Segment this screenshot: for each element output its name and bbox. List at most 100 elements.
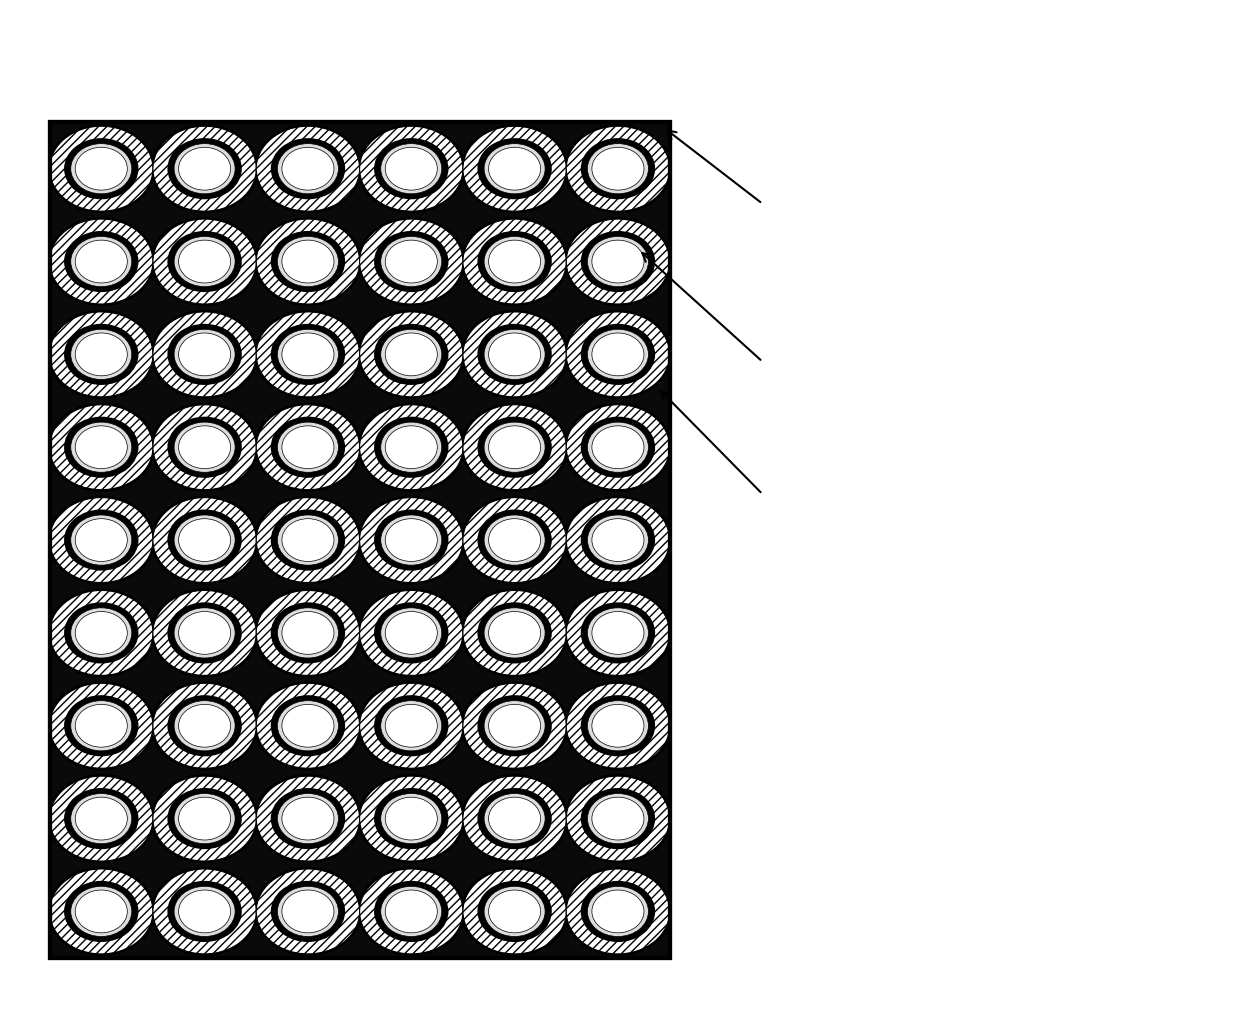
Circle shape xyxy=(76,426,128,469)
Circle shape xyxy=(254,310,362,398)
Circle shape xyxy=(357,588,465,678)
Circle shape xyxy=(76,797,128,840)
Circle shape xyxy=(174,236,236,286)
Circle shape xyxy=(179,704,231,747)
Circle shape xyxy=(167,602,242,663)
Circle shape xyxy=(374,139,449,200)
Circle shape xyxy=(580,139,655,200)
Circle shape xyxy=(580,324,655,385)
Circle shape xyxy=(477,788,552,849)
Circle shape xyxy=(71,794,131,844)
Circle shape xyxy=(150,588,259,678)
Circle shape xyxy=(588,144,649,194)
Circle shape xyxy=(460,217,569,306)
Circle shape xyxy=(278,608,339,658)
Circle shape xyxy=(477,139,552,200)
Circle shape xyxy=(179,148,231,191)
Bar xyxy=(0,0,50,1019)
Circle shape xyxy=(167,695,242,756)
Circle shape xyxy=(564,310,672,398)
Circle shape xyxy=(489,704,541,747)
Circle shape xyxy=(71,515,131,566)
Circle shape xyxy=(257,590,360,676)
Circle shape xyxy=(484,887,546,936)
Circle shape xyxy=(580,417,655,478)
Circle shape xyxy=(564,217,672,306)
Circle shape xyxy=(489,890,541,932)
Circle shape xyxy=(257,312,360,396)
Circle shape xyxy=(489,333,541,376)
Circle shape xyxy=(357,495,465,585)
Circle shape xyxy=(153,219,257,304)
Circle shape xyxy=(50,869,153,954)
Circle shape xyxy=(281,426,334,469)
Circle shape xyxy=(381,515,441,566)
Circle shape xyxy=(484,608,546,658)
Circle shape xyxy=(484,515,546,566)
Circle shape xyxy=(591,519,644,561)
Circle shape xyxy=(580,695,655,756)
Circle shape xyxy=(281,890,334,932)
Circle shape xyxy=(463,776,567,861)
Circle shape xyxy=(386,704,438,747)
Circle shape xyxy=(50,312,153,396)
Circle shape xyxy=(564,867,672,956)
Circle shape xyxy=(386,426,438,469)
Circle shape xyxy=(588,422,649,472)
Circle shape xyxy=(591,611,644,654)
Circle shape xyxy=(357,867,465,956)
Circle shape xyxy=(153,126,257,211)
Circle shape xyxy=(270,139,345,200)
Circle shape xyxy=(47,403,155,492)
Circle shape xyxy=(278,329,339,379)
Circle shape xyxy=(71,608,131,658)
Circle shape xyxy=(76,333,128,376)
Circle shape xyxy=(179,240,231,283)
Circle shape xyxy=(76,611,128,654)
Circle shape xyxy=(179,890,231,932)
Circle shape xyxy=(64,231,139,292)
Bar xyxy=(670,0,1240,1019)
Circle shape xyxy=(278,887,339,936)
Circle shape xyxy=(281,519,334,561)
Circle shape xyxy=(460,774,569,863)
Circle shape xyxy=(150,310,259,398)
Circle shape xyxy=(50,219,153,304)
Circle shape xyxy=(71,144,131,194)
Circle shape xyxy=(357,774,465,863)
Circle shape xyxy=(386,797,438,840)
Circle shape xyxy=(254,588,362,678)
Circle shape xyxy=(64,788,139,849)
Circle shape xyxy=(463,312,567,396)
Circle shape xyxy=(567,312,670,396)
Circle shape xyxy=(591,704,644,747)
Circle shape xyxy=(460,682,569,770)
Circle shape xyxy=(564,124,672,213)
Circle shape xyxy=(360,405,463,490)
Circle shape xyxy=(374,231,449,292)
Circle shape xyxy=(71,422,131,472)
Circle shape xyxy=(357,217,465,306)
Circle shape xyxy=(588,794,649,844)
Circle shape xyxy=(278,236,339,286)
Circle shape xyxy=(174,329,236,379)
Circle shape xyxy=(281,333,334,376)
Circle shape xyxy=(580,602,655,663)
Circle shape xyxy=(489,148,541,191)
Circle shape xyxy=(167,510,242,571)
Circle shape xyxy=(381,329,441,379)
Circle shape xyxy=(257,776,360,861)
Circle shape xyxy=(360,497,463,583)
Circle shape xyxy=(381,236,441,286)
Circle shape xyxy=(463,684,567,768)
Circle shape xyxy=(64,324,139,385)
Circle shape xyxy=(47,310,155,398)
Text: Ceramic coating layer: Ceramic coating layer xyxy=(775,352,1048,372)
Circle shape xyxy=(71,701,131,751)
Circle shape xyxy=(484,794,546,844)
Circle shape xyxy=(150,403,259,492)
Circle shape xyxy=(281,148,334,191)
Circle shape xyxy=(153,869,257,954)
Circle shape xyxy=(567,776,670,861)
Circle shape xyxy=(254,682,362,770)
